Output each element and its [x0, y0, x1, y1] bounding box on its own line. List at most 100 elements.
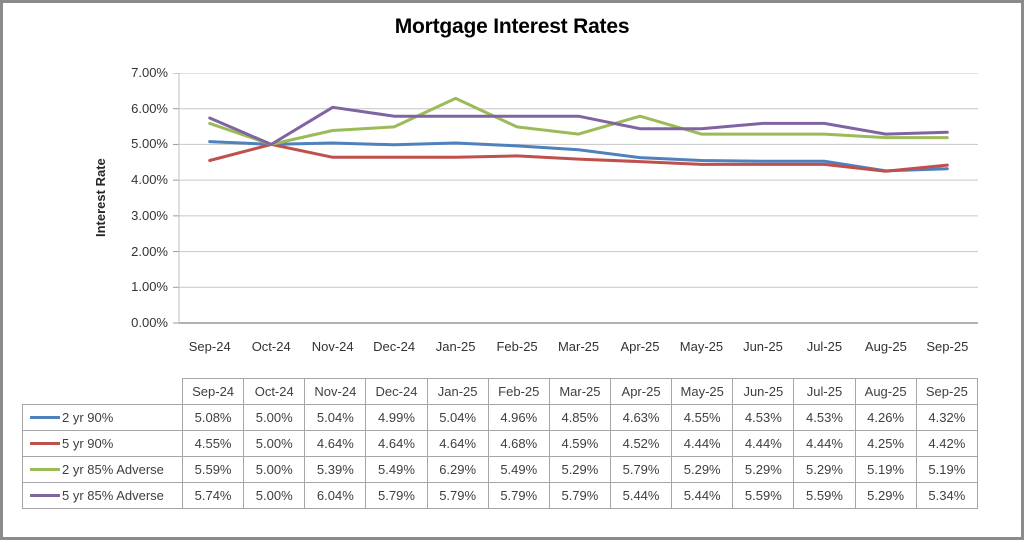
y-axis-tick-label: 5.00%	[131, 136, 168, 152]
table-cell: 4.99%	[365, 404, 428, 431]
table-cell: 5.00%	[243, 456, 306, 483]
chart-title: Mortgage Interest Rates	[394, 15, 630, 38]
table-row: 2 yr 85% Adverse 5.59% 5.00% 5.39% 5.49% 6.29…	[22, 456, 979, 483]
y-axis-tick-label: 7.00%	[131, 65, 168, 80]
table-cell: 5.79%	[426, 482, 489, 509]
table-cell: 5.29%	[854, 482, 917, 509]
table-cell: 5.59%	[732, 482, 795, 509]
x-axis-tick-label: Aug-25	[864, 339, 907, 354]
x-axis-tick-label: May-25	[679, 339, 724, 354]
table-cell: 6.04%	[304, 482, 367, 509]
table-cell: 5.29%	[671, 456, 734, 483]
table-cell: 4.59%	[548, 430, 611, 457]
x-axis-tick-label: Sep-24	[188, 339, 231, 354]
table-cell: 5.00%	[243, 482, 306, 509]
table-cell: 4.85%	[548, 404, 611, 431]
table-cell: 4.44%	[793, 430, 856, 457]
table-cell: 6.29%	[426, 456, 489, 483]
legend-label: 5 yr 90%	[62, 436, 114, 451]
legend-label: 5 yr 85% Adverse	[62, 488, 164, 503]
table-cell: 5.00%	[243, 404, 306, 431]
y-axis-tick-label: 2.00%	[131, 243, 168, 259]
y-axis-tick-label: 6.00%	[131, 100, 168, 116]
table-cell: 5.79%	[609, 456, 673, 483]
x-axis-tick-label: Oct-24	[251, 339, 291, 354]
table-header-cell: Jul-25	[793, 378, 856, 405]
table-cell: 5.04%	[304, 404, 367, 431]
y-axis-tick-label: 0.00%	[131, 315, 168, 330]
table-cell: 5.79%	[487, 482, 550, 509]
table-cell: 5.08%	[181, 404, 245, 431]
table-cell: 5.79%	[548, 482, 611, 509]
table-cell: 5.59%	[793, 482, 856, 509]
table-cell: 4.53%	[793, 404, 856, 431]
legend-line-swatch	[30, 442, 60, 445]
table-cell: 4.32%	[915, 404, 979, 431]
legend-line-swatch	[30, 416, 60, 419]
table-header-row: Sep-24 Oct-24 Nov-24 Dec-24 Jan-25 Feb-25 Mar-…	[23, 378, 979, 405]
series-line-5-yr-90-	[208, 142, 949, 173]
table-header-cell: Apr-25	[609, 378, 673, 405]
data-table: Sep-24 Oct-24 Nov-24 Dec-24 Jan-25 Feb-25 Mar-…	[22, 378, 979, 509]
table-cell: 5.74%	[181, 482, 245, 509]
legend-label: 2 yr 85% Adverse	[62, 462, 164, 477]
table-cell: 5.19%	[915, 456, 979, 483]
series-line-2-yr-90-	[208, 140, 949, 173]
table-header-cell: Jun-25	[732, 378, 795, 405]
table-cell: 4.64%	[304, 430, 367, 457]
table-row: 5 yr 85% Adverse 5.74% 5.00% 6.04% 5.79% 5.79…	[22, 482, 979, 509]
y-axis-tick-label: 3.00%	[131, 207, 168, 223]
table-header-cell: Sep-25	[915, 378, 979, 405]
table-header-cell: Sep-24	[181, 378, 245, 405]
table-header-cell: Jan-25	[426, 378, 489, 405]
table-row: 5 yr 90% 4.55% 5.00% 4.64% 4.64% 4.64% 4.68% 4.…	[22, 430, 979, 457]
legend-item: 2 yr 85% Adverse	[22, 456, 183, 483]
table-header-cell: Oct-24	[243, 378, 306, 405]
table-cell: 4.64%	[365, 430, 428, 457]
table-cell: 5.34%	[915, 482, 979, 509]
legend-label: 2 yr 90%	[62, 410, 114, 425]
table-cell: 5.29%	[548, 456, 611, 483]
table-cell: 4.63%	[609, 404, 673, 431]
table-cell: 4.55%	[181, 430, 245, 457]
table-header-cell: May-25	[671, 378, 734, 405]
table-cell: 5.59%	[181, 456, 245, 483]
x-axis-tick-labels: Sep-24 Oct-24 Nov-24 Dec-24 Jan-25 Feb-25 Mar-…	[179, 339, 978, 354]
legend-item: 5 yr 90%	[22, 430, 183, 457]
table-header-cell: Mar-25	[548, 378, 611, 405]
table-cell: 4.26%	[854, 404, 917, 431]
table-header-cell: Dec-24	[365, 378, 428, 405]
x-axis-tick-label: Feb-25	[496, 339, 538, 354]
table-cell: 4.44%	[671, 430, 734, 457]
table-cell: 5.49%	[487, 456, 550, 483]
table-cell: 5.49%	[365, 456, 428, 483]
x-axis-tick-label: Nov-24	[311, 339, 354, 354]
table-cell: 4.52%	[609, 430, 673, 457]
table-corner-blank	[23, 379, 183, 405]
y-axis-tick-label: 4.00%	[131, 172, 168, 188]
table-cell: 5.44%	[609, 482, 673, 509]
table-cell: 4.44%	[732, 430, 795, 457]
table-cell: 5.29%	[732, 456, 795, 483]
legend-item: 2 yr 90%	[22, 404, 183, 431]
table-cell: 5.44%	[671, 482, 734, 509]
x-axis-tick-label: Dec-24	[373, 339, 416, 354]
plot-area	[173, 73, 978, 324]
table-cell: 4.68%	[487, 430, 550, 457]
y-axis-tick-labels: 7.00% 6.00% 5.00% 4.00% 3.00% 2.00% 1.00% 0.00%	[3, 65, 168, 330]
x-axis-tick-label: Jan-25	[435, 339, 476, 354]
table-header-cell: Feb-25	[487, 378, 550, 405]
table-cell: 4.25%	[854, 430, 917, 457]
table-cell: 5.79%	[365, 482, 428, 509]
table-row: 2 yr 90% 5.08% 5.00% 5.04% 4.99% 5.04% 4.96% 4.…	[22, 404, 979, 431]
table-cell: 5.29%	[793, 456, 856, 483]
x-axis-tick-label: Sep-25	[926, 339, 969, 354]
table-cell: 4.96%	[487, 404, 550, 431]
x-axis-tick-label: Jun-25	[743, 339, 783, 354]
legend-line-swatch	[30, 494, 60, 497]
series-line-2-yr-85-adverse	[208, 96, 949, 146]
x-axis-tick-label: Jul-25	[806, 339, 843, 354]
y-axis-tick-label: 1.00%	[131, 279, 168, 295]
table-header-cell: Nov-24	[304, 378, 367, 405]
legend-line-swatch	[30, 468, 60, 471]
